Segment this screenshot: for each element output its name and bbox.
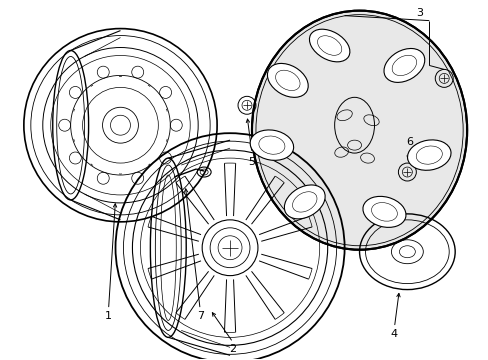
Ellipse shape (383, 49, 424, 82)
Ellipse shape (407, 140, 450, 170)
Text: 3: 3 (415, 8, 422, 18)
Ellipse shape (284, 185, 325, 219)
Ellipse shape (250, 130, 293, 160)
Text: 7: 7 (196, 311, 203, 321)
Ellipse shape (267, 63, 307, 97)
Text: 2: 2 (229, 345, 236, 354)
Text: 6: 6 (405, 137, 412, 147)
Text: 1: 1 (105, 311, 112, 321)
Ellipse shape (251, 11, 466, 250)
Text: 5: 5 (248, 157, 255, 167)
Ellipse shape (309, 29, 349, 62)
Ellipse shape (362, 196, 405, 228)
Text: 4: 4 (390, 329, 397, 339)
